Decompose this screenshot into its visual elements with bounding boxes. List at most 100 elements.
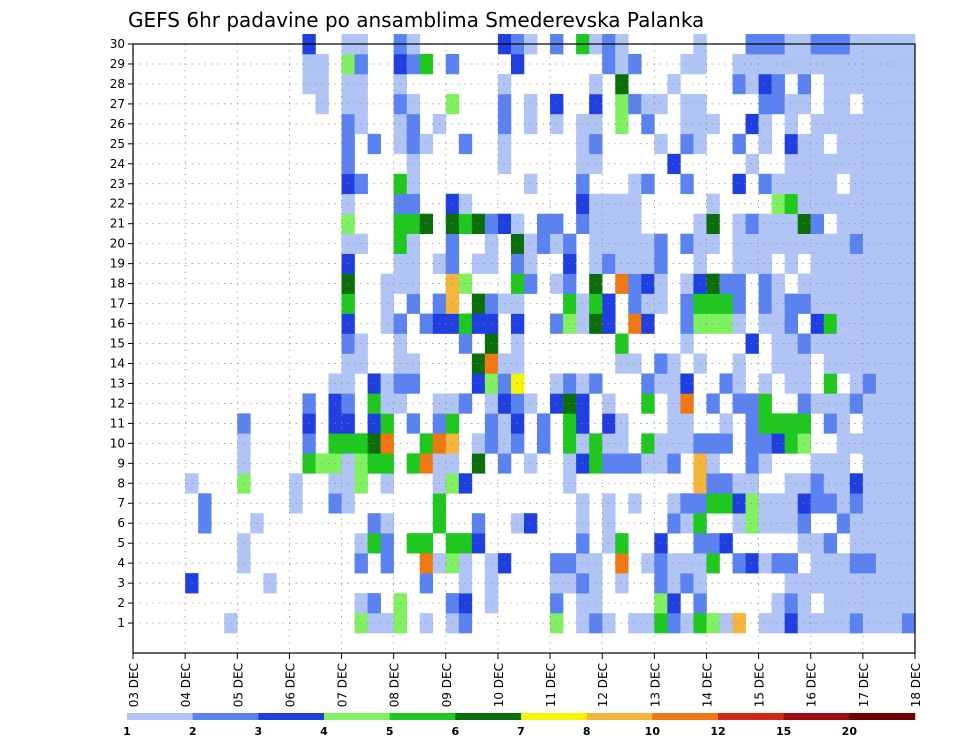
heatmap-cell xyxy=(719,293,733,314)
heatmap-cell xyxy=(758,253,772,274)
heatmap-cell xyxy=(823,293,838,314)
legend-swatch xyxy=(783,713,850,720)
heatmap-cell xyxy=(862,353,877,374)
heatmap-cells xyxy=(185,34,916,634)
heatmap-cell xyxy=(680,333,694,354)
y-tick-label: 20 xyxy=(110,237,125,251)
heatmap-cell xyxy=(693,313,707,334)
heatmap-cell xyxy=(823,373,838,394)
heatmap-cell xyxy=(732,173,746,195)
heatmap-cell xyxy=(706,113,720,135)
heatmap-cell xyxy=(784,53,798,75)
heatmap-cell xyxy=(771,413,785,434)
heatmap-cell xyxy=(719,433,733,454)
legend-label: 12 xyxy=(710,725,725,738)
heatmap-cell xyxy=(875,373,890,394)
y-tick-label: 5 xyxy=(117,536,125,550)
heatmap-cell xyxy=(797,613,812,634)
heatmap-cell xyxy=(784,313,798,334)
heatmap-cell xyxy=(797,573,812,594)
x-tick-label: 06 DEC xyxy=(283,663,297,707)
heatmap-cell xyxy=(797,373,812,394)
x-tick-label: 16 DEC xyxy=(805,663,819,707)
heatmap-cell xyxy=(849,373,864,394)
heatmap-cell xyxy=(836,213,851,234)
heatmap-cell xyxy=(680,293,694,314)
color-legend: 1 2 3 4 5 6 7 8 10 12 15 20 xyxy=(123,713,916,738)
heatmap-cell xyxy=(862,273,877,294)
heatmap-cell xyxy=(888,493,903,514)
heatmap-cell xyxy=(849,153,864,175)
heatmap-cell xyxy=(823,493,838,514)
heatmap-cell xyxy=(719,473,733,494)
heatmap-cell xyxy=(797,233,812,254)
heatmap-cell xyxy=(862,53,877,75)
heatmap-cell xyxy=(849,213,864,234)
x-tick-label: 04 DEC xyxy=(179,663,193,707)
heatmap-cell xyxy=(823,473,838,494)
heatmap-cell xyxy=(771,553,785,574)
heatmap-cell xyxy=(836,53,851,75)
heatmap-cell xyxy=(849,133,864,155)
heatmap-cell xyxy=(901,213,916,234)
heatmap-cell xyxy=(810,193,825,215)
y-tick-label: 15 xyxy=(110,337,125,351)
legend-label: 2 xyxy=(189,725,197,738)
heatmap-cell xyxy=(836,233,851,254)
x-tick-label: 18 DEC xyxy=(909,663,923,707)
heatmap-cell xyxy=(771,313,785,334)
heatmap-cell xyxy=(680,433,694,454)
heatmap-cell xyxy=(667,573,681,594)
heatmap-cell xyxy=(862,393,877,414)
heatmap-cell xyxy=(875,293,890,314)
heatmap-cell xyxy=(901,53,916,75)
heatmap-cell xyxy=(784,593,798,614)
heatmap-cell xyxy=(875,313,890,334)
heatmap-cell xyxy=(797,593,812,614)
heatmap-cell xyxy=(719,413,733,434)
heatmap-cell xyxy=(849,573,864,594)
heatmap-cell xyxy=(862,113,877,135)
heatmap-cell xyxy=(797,353,812,374)
heatmap-cell xyxy=(693,133,707,155)
heatmap-cell xyxy=(810,473,825,494)
heatmap-cell xyxy=(667,493,681,514)
heatmap-cell xyxy=(901,593,916,614)
y-axis-ticks: 1234567891011121314151617181920212223242… xyxy=(110,37,133,630)
heatmap-cell xyxy=(836,73,851,95)
heatmap-cell xyxy=(732,493,746,514)
heatmap-cell xyxy=(875,133,890,155)
heatmap-cell xyxy=(810,313,825,334)
heatmap-cell xyxy=(732,513,746,534)
legend-label: 7 xyxy=(517,725,525,738)
y-tick-label: 22 xyxy=(110,197,125,211)
heatmap-cell xyxy=(862,173,877,195)
heatmap-cell xyxy=(823,253,838,274)
legend-swatch xyxy=(455,713,522,720)
heatmap-cell xyxy=(862,133,877,155)
heatmap-cell xyxy=(875,533,890,554)
heatmap-cell xyxy=(745,453,759,474)
heatmap-cell xyxy=(745,73,759,95)
heatmap-cell xyxy=(771,233,785,254)
heatmap-cell xyxy=(667,613,681,634)
heatmap-cell xyxy=(888,253,903,274)
heatmap-cell xyxy=(732,233,746,254)
heatmap-cell xyxy=(797,93,812,115)
heatmap-cell xyxy=(888,393,903,414)
heatmap-cell xyxy=(810,533,825,554)
heatmap-cell xyxy=(719,273,733,294)
heatmap-cell xyxy=(810,453,825,474)
heatmap-cell xyxy=(771,73,785,95)
heatmap-cell xyxy=(901,513,916,534)
legend-swatch xyxy=(586,713,653,720)
heatmap-cell xyxy=(823,333,838,354)
heatmap-cell xyxy=(719,493,733,514)
heatmap-cell xyxy=(745,553,759,574)
heatmap-cell xyxy=(758,133,772,155)
heatmap-cell xyxy=(758,53,772,75)
heatmap-cell xyxy=(784,193,798,215)
heatmap-cell xyxy=(667,73,681,95)
heatmap-cell xyxy=(888,513,903,534)
heatmap-cell xyxy=(849,393,864,414)
